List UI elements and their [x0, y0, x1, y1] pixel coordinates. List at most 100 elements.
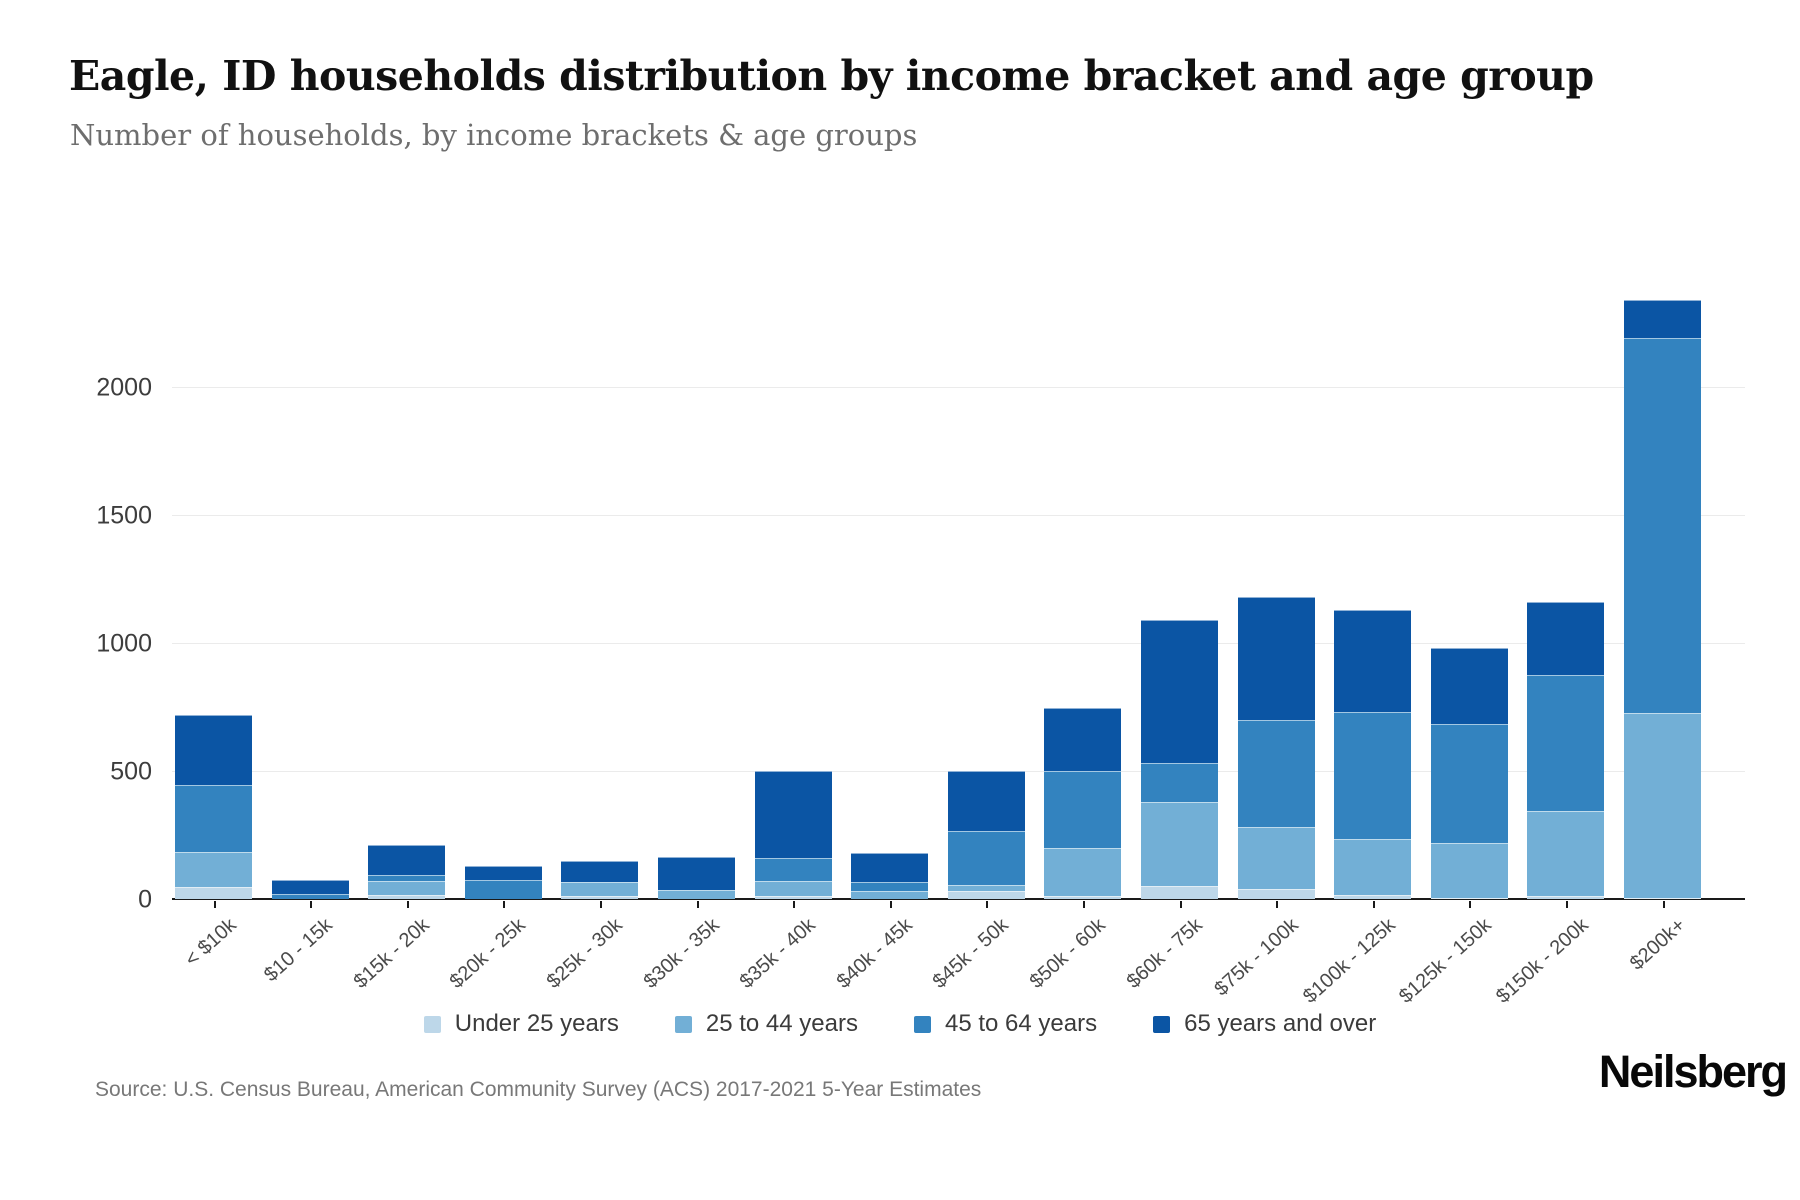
bar-$150k - 200k[interactable]: [1527, 602, 1605, 899]
bar-segment-45 to 64 years[interactable]: [754, 858, 832, 882]
bar-segment-45 to 64 years[interactable]: [1334, 712, 1412, 839]
bar-segment-65 years and over[interactable]: [1141, 619, 1218, 764]
bar-segment-65 years and over[interactable]: [1334, 609, 1412, 713]
bar-$25k - 30k[interactable]: [561, 860, 639, 899]
bar-segment-65 years and over[interactable]: [464, 865, 542, 880]
chart-subtitle: Number of households, by income brackets…: [70, 118, 918, 152]
bar-segment-Under 25 years[interactable]: [368, 895, 446, 899]
bar-segment-25 to 44 years[interactable]: [1527, 810, 1605, 897]
bar-segment-45 to 64 years[interactable]: [368, 874, 446, 882]
bar-$75k - 100k[interactable]: [1237, 596, 1315, 899]
bar-segment-25 to 44 years[interactable]: [1141, 801, 1218, 887]
bar-$10 - 15k[interactable]: [271, 879, 349, 899]
legend-label: Under 25 years: [454, 1010, 619, 1037]
bar-segment-Under 25 years[interactable]: [1044, 896, 1122, 899]
bar-segment-25 to 44 years[interactable]: [1237, 827, 1315, 889]
bar-segment-45 to 64 years[interactable]: [1430, 723, 1508, 843]
bar-segment-25 to 44 years[interactable]: [1334, 838, 1412, 896]
x-tick-mark: [310, 901, 313, 908]
bar-segment-45 to 64 years[interactable]: [464, 879, 542, 899]
x-axis-label: $20k - 25k: [445, 914, 531, 993]
x-tick-mark: [1276, 901, 1279, 908]
bar-segment-65 years and over[interactable]: [1527, 602, 1605, 676]
x-axis-label: $125k - 150k: [1395, 914, 1497, 1008]
bar-segment-Under 25 years[interactable]: [947, 891, 1025, 899]
x-tick-mark: [1082, 901, 1085, 908]
y-tick-label: 500: [110, 757, 152, 786]
x-axis-label: $10 - 15k: [260, 914, 337, 987]
bar-segment-Under 25 years[interactable]: [1430, 897, 1508, 899]
bar-segment-Under 25 years[interactable]: [1527, 896, 1605, 899]
bar-segment-65 years and over[interactable]: [1044, 708, 1122, 772]
bar-segment-65 years and over[interactable]: [658, 856, 735, 891]
bar-segment-Under 25 years[interactable]: [561, 896, 639, 899]
legend-item-65 years and over[interactable]: 65 years and over: [1153, 1010, 1376, 1038]
bar-segment-65 years and over[interactable]: [1624, 300, 1701, 339]
bar-segment-45 to 64 years[interactable]: [271, 893, 349, 899]
x-tick-mark: [1372, 901, 1375, 908]
bar-segment-25 to 44 years[interactable]: [947, 884, 1025, 892]
bar-segment-25 to 44 years[interactable]: [1430, 842, 1508, 898]
bar-$125k - 150k[interactable]: [1430, 648, 1508, 899]
bar-$40k - 45k[interactable]: [851, 852, 929, 899]
bar-segment-Under 25 years[interactable]: [1334, 895, 1412, 899]
legend-label: 65 years and over: [1184, 1010, 1377, 1037]
legend-item-25 to 44 years[interactable]: 25 to 44 years: [674, 1010, 858, 1038]
bar-segment-65 years and over[interactable]: [175, 714, 252, 786]
bar-segment-45 to 64 years[interactable]: [1237, 719, 1315, 828]
bar-segment-Under 25 years[interactable]: [754, 896, 832, 899]
bar-$60k - 75k[interactable]: [1141, 619, 1218, 899]
bar-$50k - 60k[interactable]: [1044, 708, 1122, 899]
bar-$35k - 40k[interactable]: [754, 771, 832, 899]
bar-segment-25 to 44 years[interactable]: [754, 881, 832, 897]
plot-area: 0 500 1000 1500 2000 < $10k $10 - 15k $15k - 2…: [96, 260, 1745, 1008]
x-axis-ticks: [172, 901, 1745, 909]
bar-segment-45 to 64 years[interactable]: [1527, 675, 1605, 811]
legend-item-Under 25 years[interactable]: Under 25 years: [423, 1010, 619, 1038]
x-tick-mark: [1662, 901, 1665, 908]
bar-segment-65 years and over[interactable]: [271, 879, 349, 894]
y-axis: 0 500 1000 1500 2000: [67, 260, 152, 912]
bar-segment-Under 25 years[interactable]: [175, 887, 252, 899]
x-tick-mark: [696, 901, 699, 908]
bar-segment-25 to 44 years[interactable]: [175, 851, 252, 888]
bar-$100k - 125k[interactable]: [1334, 609, 1412, 899]
bar-segment-45 to 64 years[interactable]: [947, 831, 1025, 885]
bar-$15k - 20k[interactable]: [368, 845, 446, 899]
bar-segment-65 years and over[interactable]: [947, 771, 1025, 832]
source-text: Source: U.S. Census Bureau, American Com…: [95, 1078, 982, 1101]
bar-< $10k[interactable]: [175, 714, 252, 899]
bar-segment-25 to 44 years[interactable]: [561, 882, 639, 897]
legend-label: 25 to 44 years: [705, 1010, 858, 1037]
bar-segment-25 to 44 years[interactable]: [1624, 713, 1701, 898]
brand-logo: Neilsberg: [1598, 1046, 1788, 1097]
bar-segment-25 to 44 years[interactable]: [368, 881, 446, 896]
bar-segment-45 to 64 years[interactable]: [851, 882, 929, 892]
bar-segment-25 to 44 years[interactable]: [658, 890, 735, 899]
bar-segment-65 years and over[interactable]: [1430, 648, 1508, 724]
bar-segment-45 to 64 years[interactable]: [1141, 763, 1218, 802]
bar-segment-25 to 44 years[interactable]: [1044, 847, 1122, 897]
bar-segment-45 to 64 years[interactable]: [1624, 338, 1701, 714]
bar-segment-65 years and over[interactable]: [368, 845, 446, 875]
bar-$200k+[interactable]: [1624, 300, 1701, 899]
y-tick-label: 1000: [96, 629, 152, 658]
bar-$45k - 50k[interactable]: [947, 771, 1025, 899]
bar-segment-Under 25 years[interactable]: [1237, 888, 1315, 899]
bar-segment-Under 25 years[interactable]: [1141, 886, 1218, 899]
bar-segment-45 to 64 years[interactable]: [175, 785, 252, 852]
gridline: [172, 387, 1745, 388]
bar-segment-Under 25 years[interactable]: [1624, 897, 1701, 899]
gridline: [172, 515, 1745, 516]
bar-$20k - 25k[interactable]: [464, 865, 542, 899]
bar-segment-25 to 44 years[interactable]: [851, 891, 929, 899]
bar-segment-45 to 64 years[interactable]: [1044, 771, 1122, 848]
bar-segment-65 years and over[interactable]: [1237, 596, 1315, 720]
x-tick-mark: [889, 901, 892, 908]
bar-$30k - 35k[interactable]: [658, 856, 735, 899]
legend-item-45 to 64 years[interactable]: 45 to 64 years: [913, 1010, 1097, 1038]
bar-segment-65 years and over[interactable]: [851, 852, 929, 883]
bar-segment-65 years and over[interactable]: [561, 860, 639, 883]
bar-segment-65 years and over[interactable]: [754, 771, 832, 859]
